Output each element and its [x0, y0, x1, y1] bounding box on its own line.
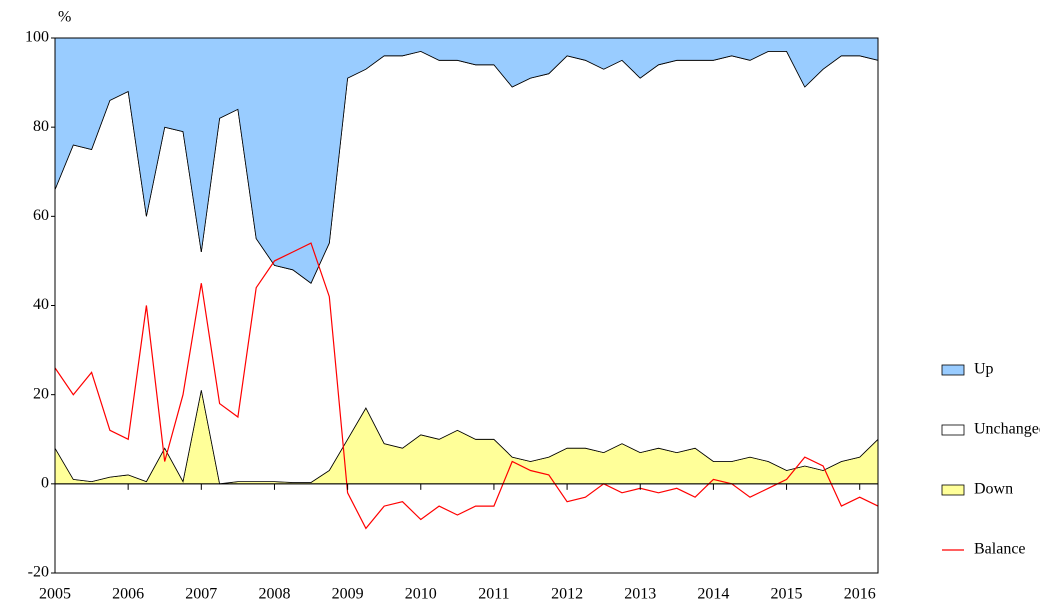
y-tick-label: 60 — [33, 207, 49, 224]
x-tick-label: 2010 — [405, 586, 437, 603]
legend-swatch — [941, 484, 965, 496]
x-tick-label: 2015 — [771, 586, 803, 603]
y-axis-label: % — [58, 9, 71, 26]
y-tick-label: -20 — [28, 564, 49, 581]
legend-label: Unchanged — [974, 421, 1040, 438]
y-tick-label: 0 — [41, 475, 49, 492]
y-tick-label: 40 — [33, 296, 49, 313]
x-tick-label: 2006 — [112, 586, 144, 603]
legend-swatch — [941, 424, 965, 436]
x-tick-label: 2007 — [185, 586, 217, 603]
x-tick-label: 2011 — [478, 586, 509, 603]
x-tick-label: 2013 — [624, 586, 656, 603]
x-tick-label: 2014 — [697, 586, 729, 603]
legend-label: Balance — [974, 541, 1026, 558]
x-tick-label: 2005 — [39, 586, 71, 603]
line — [54, 242, 879, 530]
legend-label: Up — [974, 361, 994, 378]
y-tick-label: 100 — [25, 29, 49, 46]
x-tick-label: 2012 — [551, 586, 583, 603]
y-tick-label: 20 — [33, 385, 49, 402]
x-tick-label: 2008 — [258, 586, 290, 603]
y-tick-label: 80 — [33, 118, 49, 135]
x-tick-label: 2016 — [844, 586, 876, 603]
legend-label: Down — [974, 481, 1013, 498]
legend-swatch — [941, 364, 965, 376]
x-tick-label: 2009 — [332, 586, 364, 603]
